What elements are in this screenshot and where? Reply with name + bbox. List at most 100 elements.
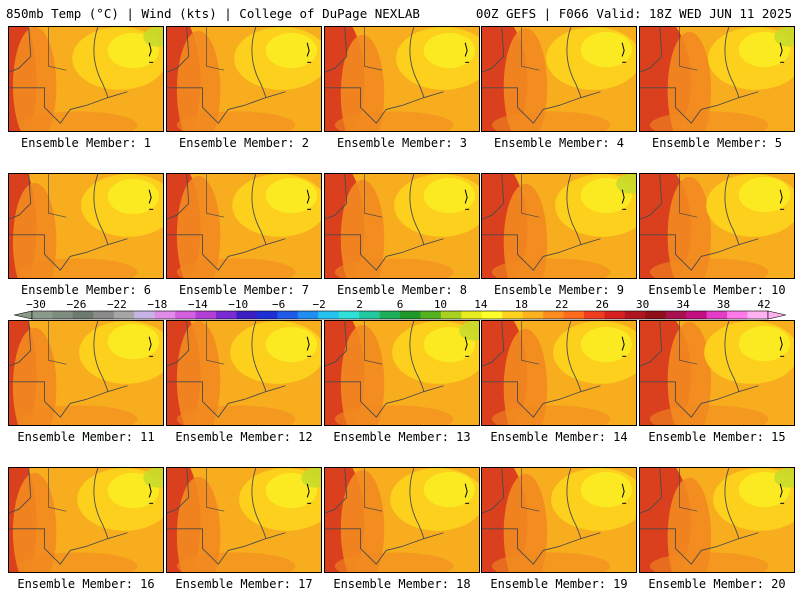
colorbar-segment <box>461 311 483 319</box>
colorbar-segment <box>195 311 217 319</box>
ensemble-member-label: Ensemble Member: 15 <box>648 430 786 444</box>
colorbar-segment <box>543 311 564 319</box>
colorbar-segment <box>338 311 360 319</box>
colorbar-low-arrow <box>14 310 33 320</box>
colorbar-segment <box>440 311 462 319</box>
ensemble-member-label: Ensemble Member: 2 <box>178 136 310 150</box>
colorbar-segment <box>134 311 155 319</box>
ensemble-member-map <box>481 173 637 279</box>
ensemble-member-label: Ensemble Member: 18 <box>333 577 471 591</box>
colorbar-tick-label: 26 <box>595 298 609 311</box>
ensemble-member-label: Ensemble Member: 16 <box>17 577 155 591</box>
colorbar-segment <box>747 311 769 319</box>
ensemble-member-label: Ensemble Member: 9 <box>493 283 625 297</box>
ensemble-member-map <box>8 173 164 279</box>
map-title: 850mb Temp (°C) | Wind (kts) | College o… <box>6 6 420 21</box>
ensemble-member-label: Ensemble Member: 20 <box>648 577 786 591</box>
colorbar-segment <box>665 311 687 319</box>
colorbar-segment <box>522 311 544 319</box>
ensemble-member-label: Ensemble Member: 3 <box>336 136 468 150</box>
colorbar-segment <box>727 311 748 319</box>
ensemble-member-label: Ensemble Member: 8 <box>336 283 468 297</box>
ensemble-member-map <box>639 173 795 279</box>
colorbar-tick-label: 10 <box>433 298 448 311</box>
ensemble-member-map <box>8 26 164 132</box>
colorbar-tick-label: −14 <box>187 298 208 311</box>
ensemble-member-label: Ensemble Member: 4 <box>493 136 625 150</box>
colorbar-segment <box>379 311 401 319</box>
colorbar-tick-label: 42 <box>757 298 771 311</box>
colorbar-segment <box>706 311 728 319</box>
ensemble-member-map <box>481 320 637 426</box>
ensemble-member-label: Ensemble Member: 19 <box>490 577 628 591</box>
colorbar-tick-label: 30 <box>636 298 650 311</box>
colorbar-tick-label: −26 <box>66 298 87 311</box>
ensemble-member-map <box>166 173 322 279</box>
colorbar-segment <box>686 311 707 319</box>
ensemble-member-label: Ensemble Member: 10 <box>648 283 786 297</box>
ensemble-member-label: Ensemble Member: 12 <box>175 430 313 444</box>
ensemble-member-map <box>481 26 637 132</box>
colorbar-tick-label: 34 <box>676 298 690 311</box>
ensemble-member-label: Ensemble Member: 14 <box>490 430 628 444</box>
colorbar-tick-label: 2 <box>356 298 363 311</box>
ensemble-member-map <box>324 467 480 573</box>
colorbar-segment <box>624 311 646 319</box>
ensemble-member-label: Ensemble Member: 13 <box>333 430 471 444</box>
colorbar-high-arrow <box>767 310 786 320</box>
colorbar-tick-label: −30 <box>26 298 46 311</box>
colorbar-segment <box>72 311 94 319</box>
colorbar-segment <box>481 311 503 319</box>
colorbar-segment <box>420 311 442 319</box>
colorbar-tick-label: −6 <box>272 298 286 311</box>
ensemble-member-label: Ensemble Member: 7 <box>178 283 310 297</box>
colorbar-segment <box>277 311 299 319</box>
ensemble-member-map <box>639 467 795 573</box>
colorbar-tick-label: −2 <box>312 298 326 311</box>
colorbar-segment <box>256 311 278 319</box>
colorbar-segment <box>502 311 523 319</box>
colorbar-segment <box>604 311 626 319</box>
ensemble-member-map <box>8 320 164 426</box>
colorbar-tick-label: −22 <box>106 298 127 311</box>
temperature-colorbar <box>14 310 786 320</box>
colorbar-segment <box>584 311 605 319</box>
colorbar-tick-label: −18 <box>147 298 168 311</box>
ensemble-member-label: Ensemble Member: 1 <box>20 136 152 150</box>
colorbar-tick-label: 38 <box>716 298 731 311</box>
colorbar-segment <box>400 311 421 319</box>
colorbar-segment <box>175 311 196 319</box>
colorbar-segment <box>297 311 319 319</box>
colorbar-segment <box>645 311 667 319</box>
ensemble-member-map <box>639 26 795 132</box>
colorbar-segment <box>113 311 135 319</box>
ensemble-member-label: Ensemble Member: 6 <box>20 283 152 297</box>
colorbar-segment <box>52 311 74 319</box>
colorbar-tick-label: 22 <box>555 298 569 311</box>
ensemble-member-map <box>324 320 480 426</box>
colorbar-tick-label: 14 <box>474 298 488 311</box>
ensemble-member-map <box>481 467 637 573</box>
colorbar-segment <box>154 311 176 319</box>
colorbar-tick-label: 6 <box>396 298 404 311</box>
ensemble-member-map <box>166 467 322 573</box>
ensemble-member-map <box>324 26 480 132</box>
ensemble-member-label: Ensemble Member: 5 <box>651 136 783 150</box>
colorbar-segment <box>216 311 237 319</box>
colorbar-segment <box>236 311 258 319</box>
ensemble-member-label: Ensemble Member: 11 <box>17 430 155 444</box>
colorbar-segment <box>359 311 380 319</box>
run-valid-time: 00Z GEFS | F066 Valid: 18Z WED JUN 11 20… <box>475 6 792 21</box>
colorbar-segment <box>32 311 53 319</box>
ensemble-member-map <box>8 467 164 573</box>
ensemble-member-map <box>324 173 480 279</box>
colorbar-segment <box>93 311 115 319</box>
ensemble-member-label: Ensemble Member: 17 <box>175 577 313 591</box>
colorbar-segment <box>318 311 339 319</box>
ensemble-member-map <box>639 320 795 426</box>
colorbar-tick-label: −10 <box>228 298 249 311</box>
colorbar-tick-label: 18 <box>514 298 528 311</box>
ensemble-member-map <box>166 320 322 426</box>
colorbar-segment <box>563 311 585 319</box>
ensemble-member-map <box>166 26 322 132</box>
